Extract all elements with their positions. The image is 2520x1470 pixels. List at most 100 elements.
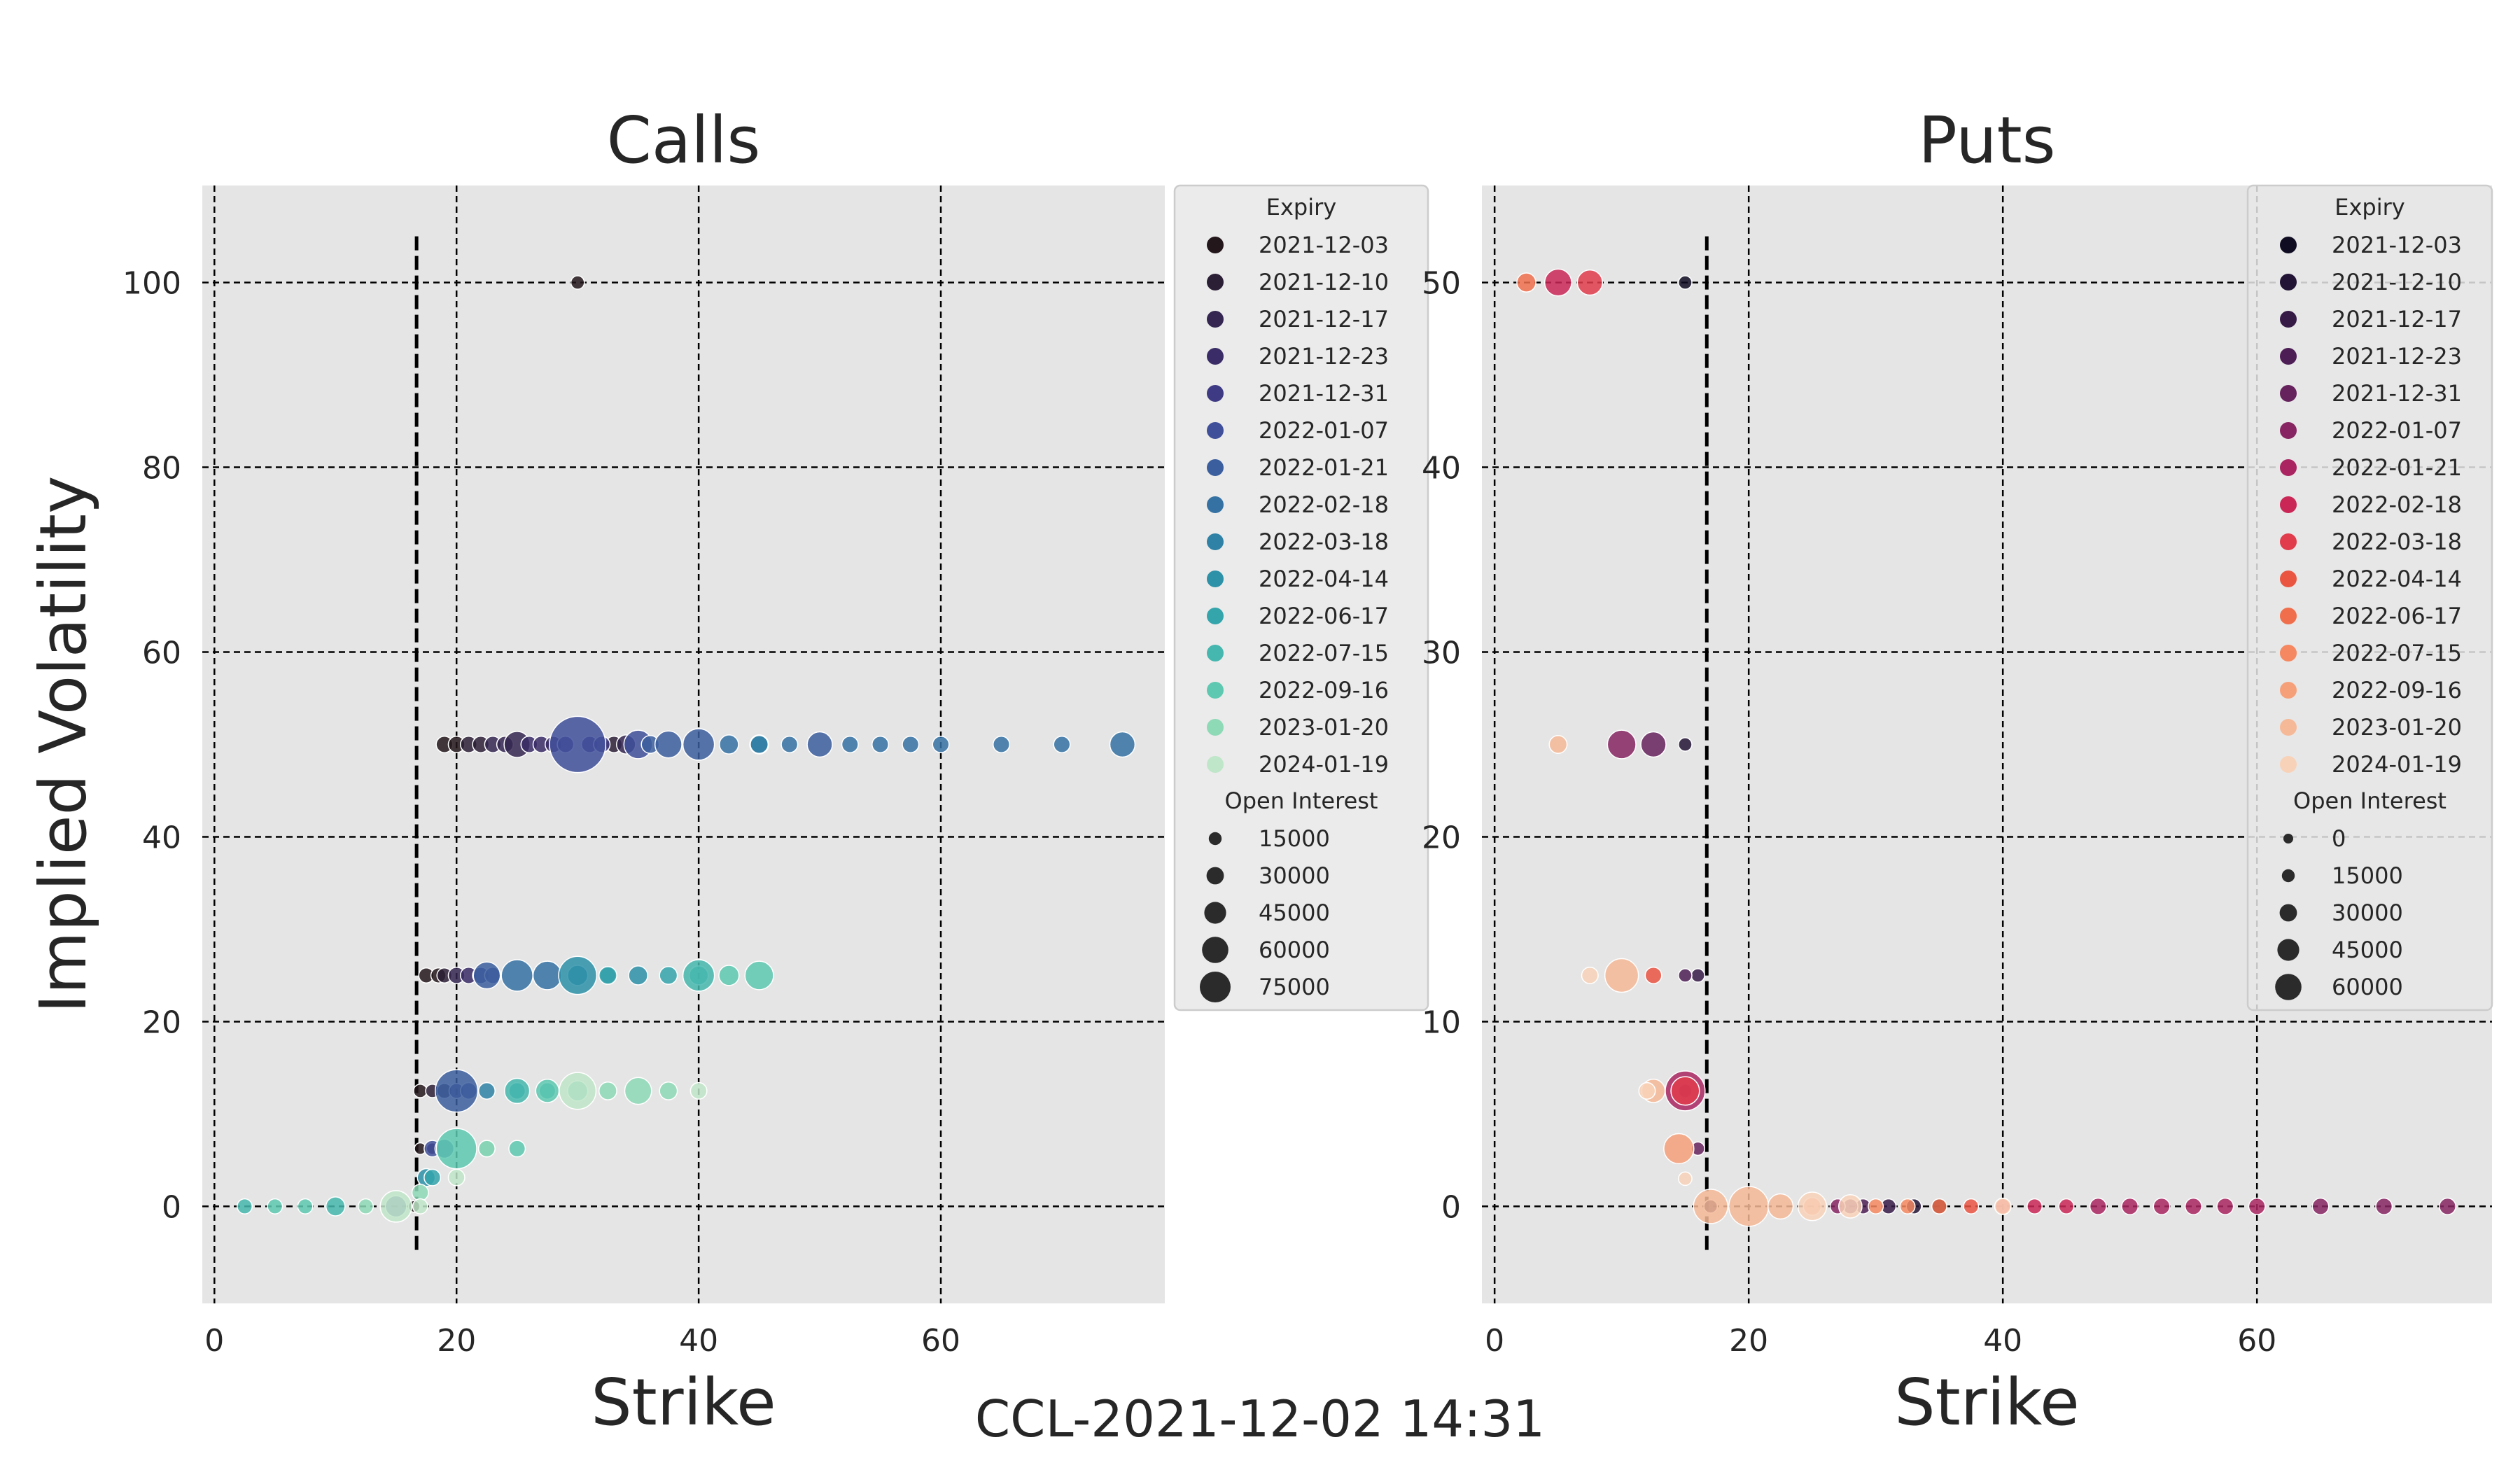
- legend-label: 2021-12-03: [2332, 232, 2462, 258]
- panel-title: Puts: [1918, 103, 2055, 178]
- legend-label: 2022-03-18: [1259, 528, 1389, 555]
- data-point: [624, 1077, 652, 1105]
- data-point: [1797, 1191, 1828, 1222]
- legend-label: 2022-04-14: [1259, 566, 1389, 592]
- legend-marker: [1207, 645, 1224, 662]
- data-point: [559, 1072, 597, 1110]
- data-point: [412, 1084, 428, 1098]
- legend-label: 2021-12-10: [1259, 269, 1389, 295]
- legend-marker: [1207, 496, 1224, 513]
- data-point: [1644, 966, 1662, 984]
- y-tick-label: 20: [142, 1004, 181, 1040]
- data-point: [435, 1069, 479, 1113]
- legend-label: 2022-09-16: [1259, 677, 1389, 704]
- data-point: [2121, 1197, 2139, 1215]
- legend-size-marker: [2277, 939, 2300, 961]
- x-axis-label: Strike: [591, 1365, 776, 1440]
- legend-marker: [2280, 311, 2297, 328]
- legend-label: 2022-06-17: [1259, 603, 1389, 629]
- data-point: [447, 1168, 465, 1186]
- legend-label: 0: [2332, 825, 2346, 852]
- y-tick-label: 10: [1422, 1004, 1461, 1040]
- data-point: [297, 1198, 314, 1214]
- y-tick-label: 80: [142, 451, 181, 486]
- y-tick-label: 40: [142, 820, 181, 855]
- data-point: [1606, 729, 1637, 760]
- legend-label: 15000: [2332, 862, 2403, 889]
- data-point: [932, 735, 950, 754]
- legend-label: 2024-01-19: [2332, 751, 2462, 778]
- legend-label: 15000: [1259, 825, 1330, 852]
- data-point: [1899, 1198, 1916, 1214]
- legend: Expiry 2021-12-03 2021-12-10 2021-12-17 2021…: [1173, 184, 1429, 1011]
- legend-label: 2023-01-20: [2332, 714, 2462, 741]
- legend-hue-title: Expiry: [2334, 194, 2404, 220]
- legend-label: 75000: [1259, 974, 1330, 1000]
- x-tick-label: 40: [679, 1323, 718, 1359]
- data-point: [1837, 1194, 1863, 1219]
- legend-label: 45000: [2332, 937, 2403, 963]
- legend-marker: [1207, 385, 1224, 402]
- legend-marker: [1207, 348, 1224, 365]
- data-point: [719, 734, 739, 755]
- data-point: [806, 731, 833, 758]
- data-point: [841, 735, 859, 754]
- legend-marker: [2280, 459, 2297, 476]
- data-point: [598, 966, 617, 985]
- x-tick-label: 60: [2237, 1323, 2276, 1359]
- x-tick-label: 20: [437, 1323, 476, 1359]
- data-point: [237, 1198, 253, 1214]
- legend-label: 2022-03-18: [2332, 528, 2462, 555]
- data-point: [1994, 1197, 2012, 1215]
- scatter-points: [1516, 268, 2456, 1227]
- scatter-points: [237, 275, 1136, 1223]
- data-point: [690, 1082, 708, 1100]
- legend: Expiry 2021-12-03 2021-12-10 2021-12-17 2021…: [2246, 184, 2493, 1011]
- data-point: [2248, 1197, 2266, 1215]
- legend-marker: [1207, 682, 1224, 699]
- legend-label: 2022-01-21: [1259, 454, 1389, 481]
- legend-size-marker: [2283, 834, 2293, 844]
- legend-marker: [1207, 459, 1224, 476]
- data-point: [902, 735, 920, 754]
- legend-marker: [2280, 570, 2297, 587]
- data-point: [412, 1198, 428, 1214]
- legend-frame: [1173, 184, 1429, 1011]
- calls-panel: 0 20 40 60 0 20 40 60 80 100 Calls Strike Implied Vo…: [26, 103, 1429, 1440]
- legend-marker: [2280, 422, 2297, 439]
- data-point: [477, 1140, 496, 1158]
- legend-marker: [2280, 645, 2297, 662]
- y-tick-label: 0: [1441, 1189, 1461, 1225]
- data-point: [2089, 1197, 2107, 1215]
- legend-label: 2021-12-03: [1259, 232, 1389, 258]
- legend-label: 60000: [2332, 974, 2403, 1000]
- legend-marker: [1207, 274, 1224, 290]
- data-point: [379, 1190, 412, 1223]
- data-point: [1516, 272, 1536, 293]
- data-point: [411, 1184, 429, 1202]
- x-tick-label: 20: [1729, 1323, 1768, 1359]
- data-point: [1581, 966, 1599, 984]
- data-point: [780, 735, 799, 754]
- data-point: [1678, 737, 1693, 752]
- data-point: [1638, 1082, 1656, 1100]
- legend-marker: [1207, 570, 1224, 587]
- data-point: [1690, 968, 1705, 983]
- legend-marker: [1207, 237, 1224, 253]
- x-tick-label: 0: [204, 1323, 224, 1359]
- x-axis-label: Strike: [1894, 1365, 2079, 1440]
- y-axis-label: Implied Volatility: [26, 476, 101, 1014]
- legend-label: 2021-12-17: [2332, 306, 2462, 332]
- puts-panel: 0 20 40 60 0 10 20 30 40 50 Puts Strike Expiry 2021-1…: [1422, 103, 2493, 1440]
- data-point: [1640, 731, 1667, 758]
- legend-marker: [2280, 237, 2297, 253]
- data-point: [1604, 958, 1639, 993]
- legend-marker: [2280, 533, 2297, 550]
- y-tick-label: 20: [1422, 820, 1461, 855]
- legend-frame: [2246, 184, 2493, 1011]
- data-point: [1544, 268, 1572, 297]
- legend-label: 2022-02-18: [2332, 491, 2462, 518]
- legend-label: 2022-01-21: [2332, 454, 2462, 481]
- x-tick-label: 60: [921, 1323, 960, 1359]
